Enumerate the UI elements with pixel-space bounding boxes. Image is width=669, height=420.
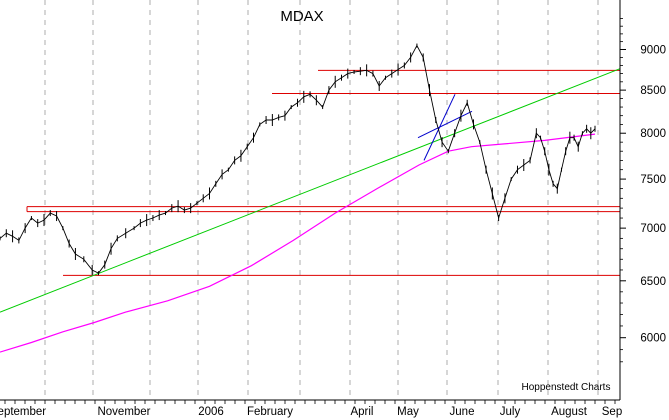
price-series: [0, 43, 596, 276]
plot-background: [0, 0, 620, 400]
y-tick-label: 8000: [640, 128, 666, 140]
chart-title: MDAX: [280, 8, 323, 25]
x-tick-label: April: [350, 406, 373, 418]
y-tick-label: 7500: [640, 174, 666, 186]
wedge-line: [417, 110, 473, 139]
x-tick-label: February: [247, 406, 293, 418]
x-tick-label: September: [0, 406, 46, 418]
horizontal-levels: [26, 69, 621, 276]
trendlines: [0, 68, 621, 313]
y-axis: 6000 6500 7000 7500 8000 8500 9000: [620, 18, 666, 363]
x-axis: September November 2006 February April May Jun…: [0, 400, 622, 418]
moving-average-line: [0, 133, 596, 353]
vertical-gridlines: [44, 0, 599, 400]
y-tick-label: 6000: [640, 333, 666, 345]
y-tick-label: 6500: [640, 276, 666, 288]
chart-credit: Hoppenstedt Charts: [522, 382, 611, 393]
x-tick-label: June: [450, 406, 475, 418]
y-tick-label: 8500: [640, 85, 666, 97]
plot-frame: [0, 0, 621, 401]
x-tick-label: 2006: [198, 406, 224, 418]
trendline-green: [0, 68, 621, 313]
x-tick-label: August: [551, 406, 588, 418]
x-tick-label: Sep: [602, 406, 622, 418]
moving-average-series: [0, 133, 596, 353]
x-tick-label: July: [500, 406, 521, 418]
y-tick-label: 9000: [640, 45, 666, 57]
y-tick-label: 7000: [640, 223, 666, 235]
x-tick-label: May: [397, 406, 419, 418]
x-tick-label: November: [97, 406, 150, 418]
